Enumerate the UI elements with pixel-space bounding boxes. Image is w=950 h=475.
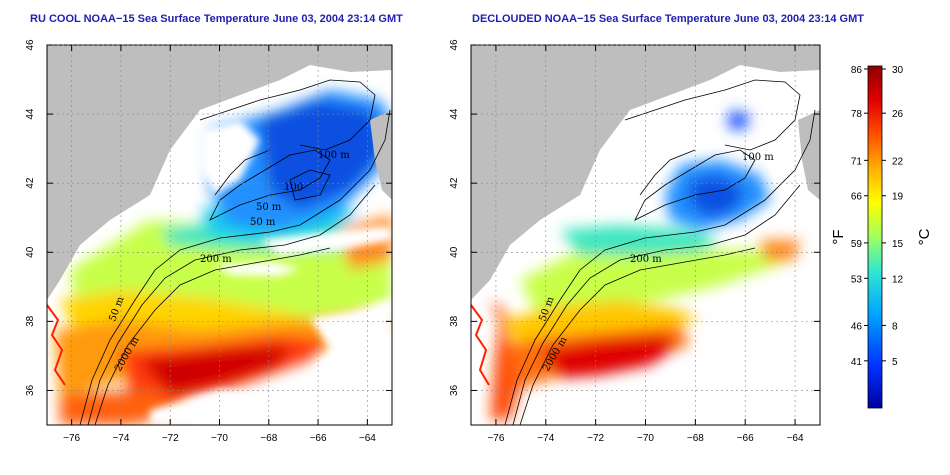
isobath-label: 50 m [250, 217, 276, 228]
longitude-tick-label: −64 [359, 433, 376, 444]
colorbar-celsius-tick: 5 [892, 357, 898, 368]
latitude-tick-label: 46 [449, 39, 460, 51]
colorbar-celsius-tick: 19 [892, 192, 904, 203]
isobath-label: 200 m [630, 254, 662, 265]
colorbar-celsius-tick: 26 [892, 109, 904, 120]
longitude-tick-label: −72 [162, 433, 179, 444]
isobath-label: 50 m [256, 202, 282, 213]
right-land [471, 45, 820, 300]
celsius-unit-label: °C [916, 228, 933, 245]
left-panel-title: RU COOL NOAA−15 Sea Surface Temperature … [30, 13, 403, 25]
latitude-tick-label: 36 [25, 384, 36, 396]
longitude-tick-label: −76 [487, 433, 504, 444]
longitude-tick-label: −70 [637, 433, 654, 444]
left-axis-ticks: −76 −74 −72 −70 −68 −66 −64 36 38 40 42 44 46 [25, 39, 392, 444]
left-grid [47, 44, 392, 425]
longitude-tick-label: −64 [787, 433, 804, 444]
colorbar-fahrenheit-tick: 46 [851, 321, 863, 332]
isobath-label: 100 [284, 182, 303, 193]
colorbar-fahrenheit-tick: 78 [851, 109, 863, 120]
left-clouds [120, 65, 392, 425]
isobath-label: 100 m [742, 152, 774, 163]
colorbar-fahrenheit-tick: 86 [851, 65, 863, 76]
right-panel-title: DECLOUDED NOAA−15 Sea Surface Temperatur… [472, 13, 864, 25]
longitude-tick-label: −66 [310, 433, 327, 444]
longitude-tick-label: −74 [112, 433, 129, 444]
latitude-tick-label: 42 [449, 177, 460, 189]
latitude-tick-label: 46 [25, 39, 36, 51]
isobath-label: 200 m [200, 254, 232, 265]
longitude-tick-label: −66 [737, 433, 754, 444]
latitude-tick-label: 40 [449, 246, 460, 258]
longitude-tick-label: −68 [687, 433, 704, 444]
colorbar-fahrenheit-tick: 66 [851, 192, 863, 203]
latitude-tick-label: 38 [449, 315, 460, 327]
longitude-tick-label: −76 [63, 433, 80, 444]
latitude-tick-label: 40 [25, 246, 36, 258]
colorbar-celsius-tick: 15 [892, 239, 904, 250]
right-axis-ticks: −76 −74 −72 −70 −68 −66 −64 36 38 40 42 44 46 [449, 39, 820, 444]
colorbar-fahrenheit-tick: 41 [851, 357, 863, 368]
colorbar-celsius-tick: 8 [892, 321, 898, 332]
colorbar-celsius-labels: 30 26 22 19 15 12 8 5 [882, 65, 904, 368]
latitude-tick-label: 38 [25, 315, 36, 327]
colorbar-fahrenheit-labels: 86 78 71 66 59 53 46 41 [851, 65, 868, 368]
right-grid [471, 44, 820, 425]
latitude-tick-label: 36 [449, 384, 460, 396]
latitude-tick-label: 42 [25, 177, 36, 189]
longitude-tick-label: −70 [211, 433, 228, 444]
longitude-tick-label: −74 [537, 433, 554, 444]
colorbar-fahrenheit-tick: 59 [851, 239, 863, 250]
colorbar-fahrenheit-tick: 71 [851, 156, 863, 167]
left-isobaths [79, 79, 391, 425]
colorbar-fahrenheit-tick: 53 [851, 274, 863, 285]
colorbar-celsius-tick: 12 [892, 274, 904, 285]
longitude-tick-label: −68 [260, 433, 277, 444]
latitude-tick-label: 44 [449, 108, 460, 120]
colorbar-celsius-tick: 30 [892, 65, 904, 76]
colorbar-celsius-tick: 22 [892, 156, 904, 167]
longitude-tick-label: −72 [587, 433, 604, 444]
latitude-tick-label: 44 [25, 108, 36, 120]
isobath-label: 100 m [318, 150, 350, 161]
fahrenheit-unit-label: °F [830, 229, 847, 244]
colorbar [867, 65, 883, 409]
